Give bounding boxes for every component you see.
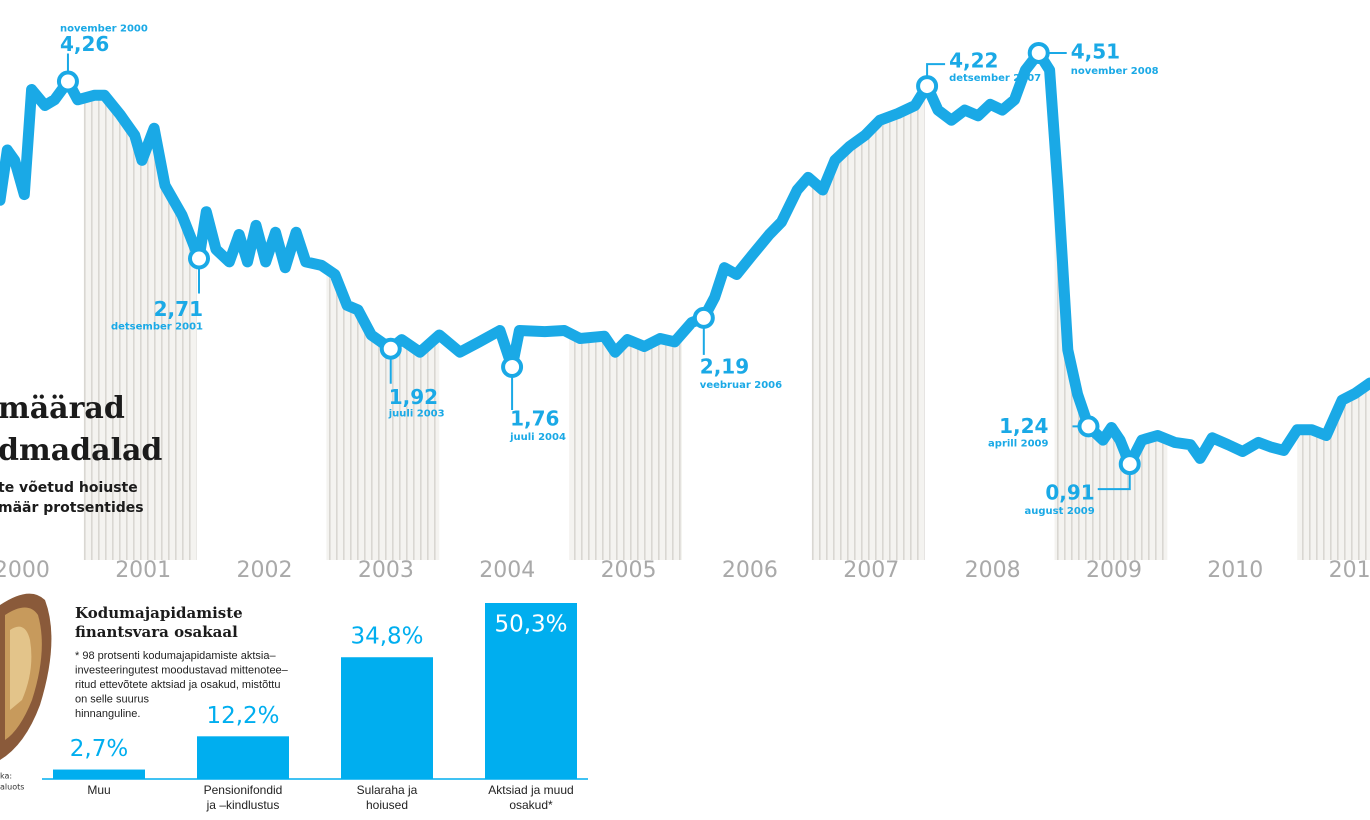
footnote: investeeringutest moodustavad mittenotee… — [75, 664, 289, 676]
value-label: 2,7% — [70, 736, 128, 762]
value-label: 50,3% — [494, 612, 567, 638]
value-label: 12,2% — [206, 703, 279, 729]
x-tick-label: 2003 — [358, 558, 414, 583]
annotation-marker — [379, 337, 402, 360]
year-band — [1297, 52, 1370, 560]
annotation-value: 1,92 — [389, 385, 438, 409]
credit: ka: — [0, 772, 12, 781]
footnote: * 98 protsenti kodumajapidamiste aktsia– — [75, 650, 276, 662]
annotation-marker — [501, 356, 524, 379]
annotation-value: 1,24 — [999, 414, 1048, 438]
bar — [53, 769, 145, 779]
annotation-value: 4,51 — [1071, 39, 1120, 63]
year-band — [811, 52, 925, 560]
category-label: Pensionifondid ja –kindlustus — [203, 783, 283, 812]
x-tick-label: 2007 — [843, 558, 899, 583]
x-tick-label: 2009 — [1086, 558, 1142, 583]
x-tick-label: 2008 — [965, 558, 1021, 583]
annotation-date: november 2000 — [60, 24, 148, 35]
x-tick-label: 2002 — [237, 558, 293, 583]
chart-title: määrad — [0, 391, 125, 426]
footnote: on selle suurus — [75, 693, 149, 705]
bar — [485, 603, 577, 779]
category-label: Muu — [87, 783, 111, 797]
annotation-marker — [188, 247, 211, 270]
annotation-marker — [1027, 41, 1050, 64]
footnote: hinnanguline. — [75, 708, 140, 720]
annotation-value: 1,76 — [510, 407, 559, 431]
credit: aluots — [0, 783, 24, 792]
annotation-marker — [1118, 453, 1141, 476]
bar — [197, 736, 289, 779]
annotation-value: 4,26 — [60, 32, 109, 56]
bar-chart-title: Kodumajapidamiste — [75, 604, 243, 622]
year-band — [569, 52, 682, 560]
annotation-marker — [916, 75, 939, 98]
x-tick-label: 2001 — [115, 558, 171, 583]
annotation-marker — [1077, 415, 1100, 438]
year-band — [83, 52, 197, 560]
annotation-date: veebruar 2006 — [700, 380, 782, 391]
x-tick-label: 2010 — [1207, 558, 1263, 583]
x-tick-label: 2005 — [601, 558, 657, 583]
annotation-date: november 2008 — [1071, 66, 1159, 77]
chart-subtitle: te võetud hoiuste — [0, 480, 138, 496]
annotation-marker — [692, 306, 715, 329]
footnote: ritud ettevõtete aktsiad ja osakud, mist… — [75, 679, 280, 691]
x-tick-label: 2004 — [479, 558, 535, 583]
bar — [341, 657, 433, 779]
annotation-date: august 2009 — [1025, 506, 1095, 517]
annotation-date: detsember 2001 — [111, 322, 203, 333]
category-label: Sularaha ja hoiused — [356, 783, 418, 812]
annotation-value: 2,19 — [700, 354, 749, 378]
annotation-date: juuli 2003 — [388, 409, 445, 420]
x-tick-label: 2011 — [1329, 558, 1370, 583]
category-label: Aktsiad ja muud osakud* — [488, 783, 574, 812]
x-tick-label: 2006 — [722, 558, 778, 583]
bar-chart-title: finantsvara osakaal — [75, 623, 238, 641]
year-band — [326, 52, 440, 560]
annotation-value: 4,22 — [949, 49, 998, 73]
chart-title: dmadalad — [0, 433, 162, 468]
x-tick-label: 2000 — [0, 558, 50, 583]
annotation-date: aprill 2009 — [988, 438, 1048, 449]
annotation-value: 2,71 — [154, 297, 203, 321]
annotation-date: juuli 2004 — [509, 432, 566, 443]
value-label: 34,8% — [350, 624, 423, 650]
photo — [0, 593, 52, 760]
annotation-marker — [56, 70, 79, 93]
annotation-date: detsember 2007 — [949, 73, 1041, 84]
year-band — [1054, 52, 1168, 560]
annotation-value: 0,91 — [1045, 481, 1094, 505]
chart-subtitle: määr protsentides — [0, 500, 144, 516]
